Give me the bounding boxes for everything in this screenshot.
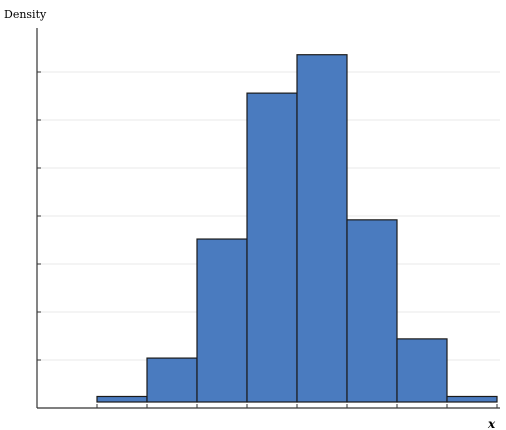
y-axis-label: Density [4, 8, 47, 21]
histogram-bar [146, 357, 198, 403]
histogram-bar [96, 395, 148, 403]
x-axis [37, 404, 500, 409]
y-axis [36, 28, 41, 409]
histogram-bar [246, 92, 298, 403]
histogram-bar [346, 219, 398, 403]
histogram-bar [296, 54, 348, 403]
histogram-bar [196, 238, 248, 403]
histogram-bar [446, 395, 498, 403]
bars [96, 54, 498, 403]
histogram-bar [396, 338, 448, 403]
x-axis-label: x [487, 417, 496, 430]
